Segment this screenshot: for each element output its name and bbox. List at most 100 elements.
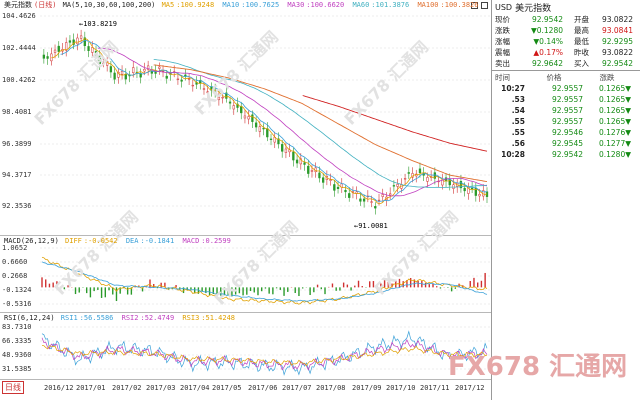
macd-value-label: MACD:0.2599 — [182, 237, 231, 245]
candle-body — [344, 189, 347, 193]
y-tick-macd: 1.0652 — [2, 244, 28, 252]
y-tick-rsi: 66.3335 — [2, 337, 32, 345]
quote-row: 震幅 ▲0.17% 昨收 93.0822 — [492, 47, 640, 58]
candle-body — [109, 66, 113, 73]
rsi-legend: RSI(6,12,24) RSI1:56.5586 RSI2:52.4749 R… — [4, 314, 239, 323]
candle-body — [281, 144, 284, 152]
ma-label: MA(5,10,30,60,100,200) — [62, 1, 156, 9]
ma5-label: MA5:100.9248 — [161, 1, 215, 9]
price-pane[interactable]: 美元指数 (日线) MA(5,10,30,60,100,200) MA5:100.… — [0, 0, 491, 236]
period-tag: (日线) — [34, 1, 57, 9]
quote-label: 涨幅 — [495, 37, 510, 46]
x-tick: 2017/09 — [352, 384, 382, 392]
candle-body — [396, 183, 399, 187]
x-axis: 日线 2016/12 2017/01 2017/02 2017/03 2017/… — [0, 380, 491, 400]
candle-body — [83, 37, 86, 47]
low-annotation: ←91.0081 — [354, 222, 388, 230]
candle-body — [463, 187, 466, 192]
ma60-label: MA60:101.3876 — [352, 1, 410, 9]
candle-body — [98, 54, 101, 65]
candle-body — [46, 56, 49, 59]
quote-value: ▼0.14% — [533, 37, 563, 46]
quote-row: 涨跌 ▼0.1280 最高 93.0841 — [492, 25, 640, 36]
tick-list: 10:27 92.9557 0.1265▼ .53 92.9557 0.1265▼ .54 9… — [492, 83, 640, 160]
moving-average-line — [60, 39, 488, 202]
quote-row: 现价 92.9542 开盘 93.0822 — [492, 14, 640, 25]
candle-body — [76, 37, 79, 45]
candle-body — [370, 201, 373, 203]
rsi1-label: RSI1:56.5586 — [60, 314, 114, 322]
tick-change: 0.1276▼ — [598, 128, 631, 137]
quote-label: 最高 — [574, 26, 589, 35]
tick-row: 10:28 92.9542 0.1280▼ — [492, 149, 640, 160]
settings-icon[interactable] — [481, 2, 488, 9]
tick-time: .55 — [511, 128, 525, 137]
candle-body — [470, 187, 474, 190]
period-button[interactable]: 日线 — [2, 381, 24, 394]
candle-body — [348, 193, 351, 198]
x-tick: 2017/02 — [112, 384, 142, 392]
candle-body — [53, 49, 57, 53]
quote-value: ▲0.17% — [533, 48, 563, 57]
chart-title: 美元指数 — [4, 1, 32, 9]
tick-row: 10:27 92.9557 0.1265▼ — [492, 83, 640, 94]
rsi-pane[interactable]: RSI(6,12,24) RSI1:56.5586 RSI2:52.4749 R… — [0, 313, 491, 380]
candle-body — [318, 172, 321, 179]
tick-header-time: 时间 — [495, 73, 510, 82]
quote-label: 震幅 — [495, 48, 510, 57]
candle-body — [57, 45, 60, 52]
macd-pane[interactable]: MACD(26,12,9) DIFF:-0.0542 DEA:-0.1841 M… — [0, 236, 491, 313]
candle-body — [407, 172, 410, 174]
candle-body — [146, 65, 150, 70]
tick-row: .55 92.9546 0.1276▼ — [492, 127, 640, 138]
tick-price: 92.9542 — [551, 150, 583, 159]
price-legend: 美元指数 (日线) MA(5,10,30,60,100,200) MA5:100.… — [4, 1, 482, 10]
ma30-label: MA30:100.6620 — [287, 1, 345, 9]
candle-body — [191, 84, 194, 87]
candle-body — [333, 184, 336, 191]
tick-header-price: 价格 — [546, 73, 562, 82]
candle-body — [295, 159, 299, 164]
y-tick-main: 102.4444 — [2, 44, 36, 52]
candle-body — [277, 138, 280, 145]
tick-change: 0.1265▼ — [598, 84, 631, 93]
y-tick-main: 98.4081 — [2, 108, 32, 116]
candle-body — [228, 101, 232, 104]
high-annotation: ←103.8219 — [79, 20, 117, 28]
ma10-label: MA10:100.7625 — [222, 1, 280, 9]
candle-body — [120, 71, 124, 75]
candle-body — [143, 68, 146, 72]
moving-average-line — [302, 95, 488, 152]
macd-line — [41, 256, 488, 305]
zoom-icon[interactable] — [471, 2, 478, 9]
quote-panel: USD 美元指数 现价 92.9542 开盘 93.0822 涨跌 ▼0.1280 最高 93… — [492, 0, 640, 400]
tick-price: 92.9557 — [551, 117, 583, 126]
candle-body — [310, 170, 314, 172]
candle-body — [336, 186, 340, 189]
quote-header: USD 美元指数 — [492, 0, 640, 14]
candle-body — [217, 96, 221, 101]
tick-price: 92.9546 — [551, 128, 583, 137]
rsi-line — [41, 345, 488, 367]
candle-body — [322, 177, 325, 183]
quote-row: 涨幅 ▼0.14% 最低 92.9295 — [492, 36, 640, 47]
candle-body — [176, 78, 180, 80]
tick-price: 92.9557 — [551, 95, 583, 104]
candle-body — [113, 72, 116, 80]
candle-body — [243, 115, 247, 119]
candle-body — [359, 198, 362, 202]
candle-body — [106, 61, 109, 66]
candle-body — [269, 138, 273, 140]
candle-body — [91, 47, 94, 53]
candle-body — [225, 92, 228, 99]
tick-change: 0.1277▼ — [598, 139, 631, 148]
instrument-name: 美元指数 — [515, 3, 552, 14]
ma100-label: MA100:100.3826 — [417, 1, 479, 9]
candle-body — [251, 114, 254, 122]
x-tick: 2017/08 — [316, 384, 346, 392]
quote-value: 92.9542 — [531, 15, 563, 24]
candle-body — [418, 168, 422, 174]
tick-change: 0.1265▼ — [598, 106, 631, 115]
chart-area[interactable]: 美元指数 (日线) MA(5,10,30,60,100,200) MA5:100.… — [0, 0, 492, 400]
moving-average-line — [153, 59, 488, 188]
